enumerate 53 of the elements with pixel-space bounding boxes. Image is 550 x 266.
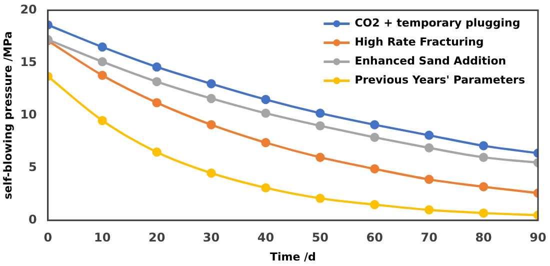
point [206,168,216,178]
x-axis-title: Time /d [270,250,316,264]
y-tick-label: 15 [20,54,37,69]
point [206,94,216,104]
point [152,98,162,108]
x-tick-label: 60 [366,230,383,245]
point [478,141,488,150]
y-tick-label: 20 [20,2,37,16]
legend-label: High Rate Fracturing [354,36,484,49]
point [98,116,107,126]
x-tick-label: 10 [94,230,111,245]
point [424,143,434,152]
x-tick-label: 50 [312,230,329,245]
point [261,94,270,104]
x-tick-label: 30 [202,230,220,245]
point [98,57,107,66]
legend-label: Enhanced Sand Addition [354,54,506,68]
x-tick-label: 20 [148,230,166,245]
point [370,200,380,210]
point [206,120,216,130]
point [261,108,270,118]
point [424,174,434,184]
y-axis-title: self-blowing pressure /MPa [1,31,14,200]
point [261,183,270,192]
point [206,79,216,88]
legend-label: CO2 + temporary plugging [354,16,520,30]
point [478,152,488,162]
point [370,164,380,174]
point [98,42,107,52]
x-tick-label: 70 [420,230,438,245]
point [152,77,162,86]
point [316,121,325,130]
point [424,130,434,140]
x-tick-label: 40 [257,230,274,245]
point [478,182,488,192]
point [152,62,162,72]
y-tick-label: 5 [28,160,37,174]
y-tick-label: 0 [28,212,37,227]
point [316,194,325,203]
x-tick-label: 80 [475,230,492,245]
y-tick-label: 10 [20,107,37,122]
legend-label: Previous Years' Parameters [354,74,526,87]
point [316,152,325,162]
x-tick-label: 0 [44,230,52,245]
point [424,205,434,214]
point [316,108,325,118]
point [478,208,488,218]
point [261,138,270,148]
point [370,132,380,142]
x-tick-label: 90 [530,230,546,245]
point [98,70,107,80]
point [152,147,162,157]
point [370,120,380,130]
